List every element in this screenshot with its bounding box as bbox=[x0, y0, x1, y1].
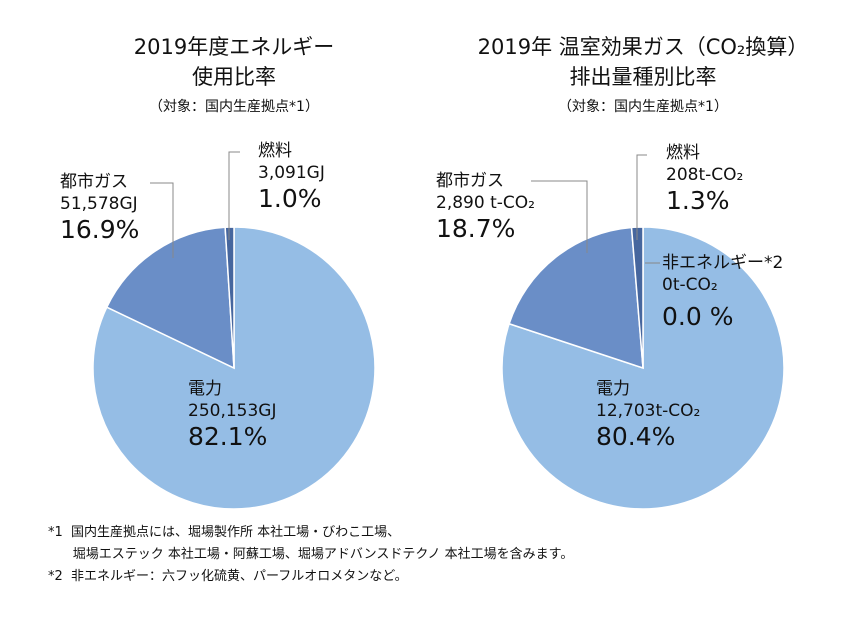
label-value: 3,091GJ bbox=[258, 163, 325, 183]
chart2-label-electricity: 電力 12,703t-CO₂ 80.4% bbox=[596, 378, 700, 452]
footnote-1: *1 国内生産拠点には、堀場製作所 本社工場・びわこ工場、 bbox=[48, 525, 401, 540]
footnote-2: *2 非エネルギー：六フッ化硫黄、パーフルオロメタンなど。 bbox=[48, 569, 408, 584]
chart1-title-line1: 2019年度エネルギー bbox=[133, 35, 335, 59]
label-value: 0t-CO₂ bbox=[662, 275, 718, 295]
chart1-leader-fuel bbox=[228, 151, 240, 240]
label-name: 電力 bbox=[188, 379, 222, 399]
chart2-leader-fuel bbox=[636, 154, 647, 240]
chart1-leader-city-gas bbox=[150, 182, 174, 258]
label-value: 208t-CO₂ bbox=[666, 165, 744, 185]
chart1-label-electricity: 電力 250,153GJ 82.1% bbox=[188, 378, 277, 452]
label-percent: 0.0 % bbox=[662, 302, 734, 331]
label-name: 電力 bbox=[596, 379, 630, 399]
label-name: 燃料 bbox=[666, 143, 700, 163]
label-percent: 1.0% bbox=[258, 184, 322, 213]
label-value: 250,153GJ bbox=[188, 401, 277, 421]
chart2-title-line2: 排出量種別比率 bbox=[569, 65, 717, 89]
chart1-slice-1 bbox=[105, 226, 235, 370]
label-name: 非エネルギー*2 bbox=[662, 253, 784, 273]
chart2-label-city-gas: 都市ガス 2,890 t-CO₂ 18.7% bbox=[436, 170, 535, 244]
label-percent: 80.4% bbox=[596, 422, 676, 451]
chart2-subtitle: （対象：国内生産拠点*1） bbox=[558, 99, 728, 115]
label-percent: 18.7% bbox=[436, 214, 516, 243]
chart2-label-non-energy: 非エネルギー*2 0t-CO₂ 0.0 % bbox=[662, 252, 783, 332]
label-name: 燃料 bbox=[258, 141, 292, 161]
chart2-slice-1 bbox=[508, 226, 644, 370]
chart1-label-fuel: 燃料 3,091GJ 1.0% bbox=[258, 140, 325, 214]
label-percent: 16.9% bbox=[60, 215, 140, 244]
label-value: 12,703t-CO₂ bbox=[596, 401, 701, 421]
label-name: 都市ガス bbox=[436, 171, 504, 191]
chart1-slice-2 bbox=[224, 226, 235, 369]
label-value: 2,890 t-CO₂ bbox=[436, 193, 535, 213]
footnote-1-cont: 堀場エステック 本社工場・阿蘇工場、堀場アドバンスドテクノ 本社工場を含みます。 bbox=[48, 547, 574, 562]
label-percent: 1.3% bbox=[666, 186, 730, 215]
chart1-title: 2019年度エネルギー 使用比率 bbox=[84, 32, 384, 92]
chart1-label-city-gas: 都市ガス 51,578GJ 16.9% bbox=[60, 171, 139, 245]
label-name: 都市ガス bbox=[60, 172, 128, 192]
label-percent: 82.1% bbox=[188, 422, 268, 451]
chart1-title-line2: 使用比率 bbox=[192, 65, 276, 89]
footnotes: *1 国内生産拠点には、堀場製作所 本社工場・びわこ工場、 堀場エステック 本社… bbox=[48, 522, 573, 588]
chart2-label-fuel: 燃料 208t-CO₂ 1.3% bbox=[666, 142, 743, 216]
chart1-subtitle: （対象：国内生産拠点*1） bbox=[149, 99, 319, 115]
chart2-title-line1: 2019年 温室効果ガス（CO₂換算） bbox=[477, 35, 809, 59]
label-value: 51,578GJ bbox=[60, 194, 138, 214]
chart2-leader-city-gas bbox=[531, 180, 588, 253]
chart2-title: 2019年 温室効果ガス（CO₂換算） 排出量種別比率 bbox=[443, 32, 843, 92]
